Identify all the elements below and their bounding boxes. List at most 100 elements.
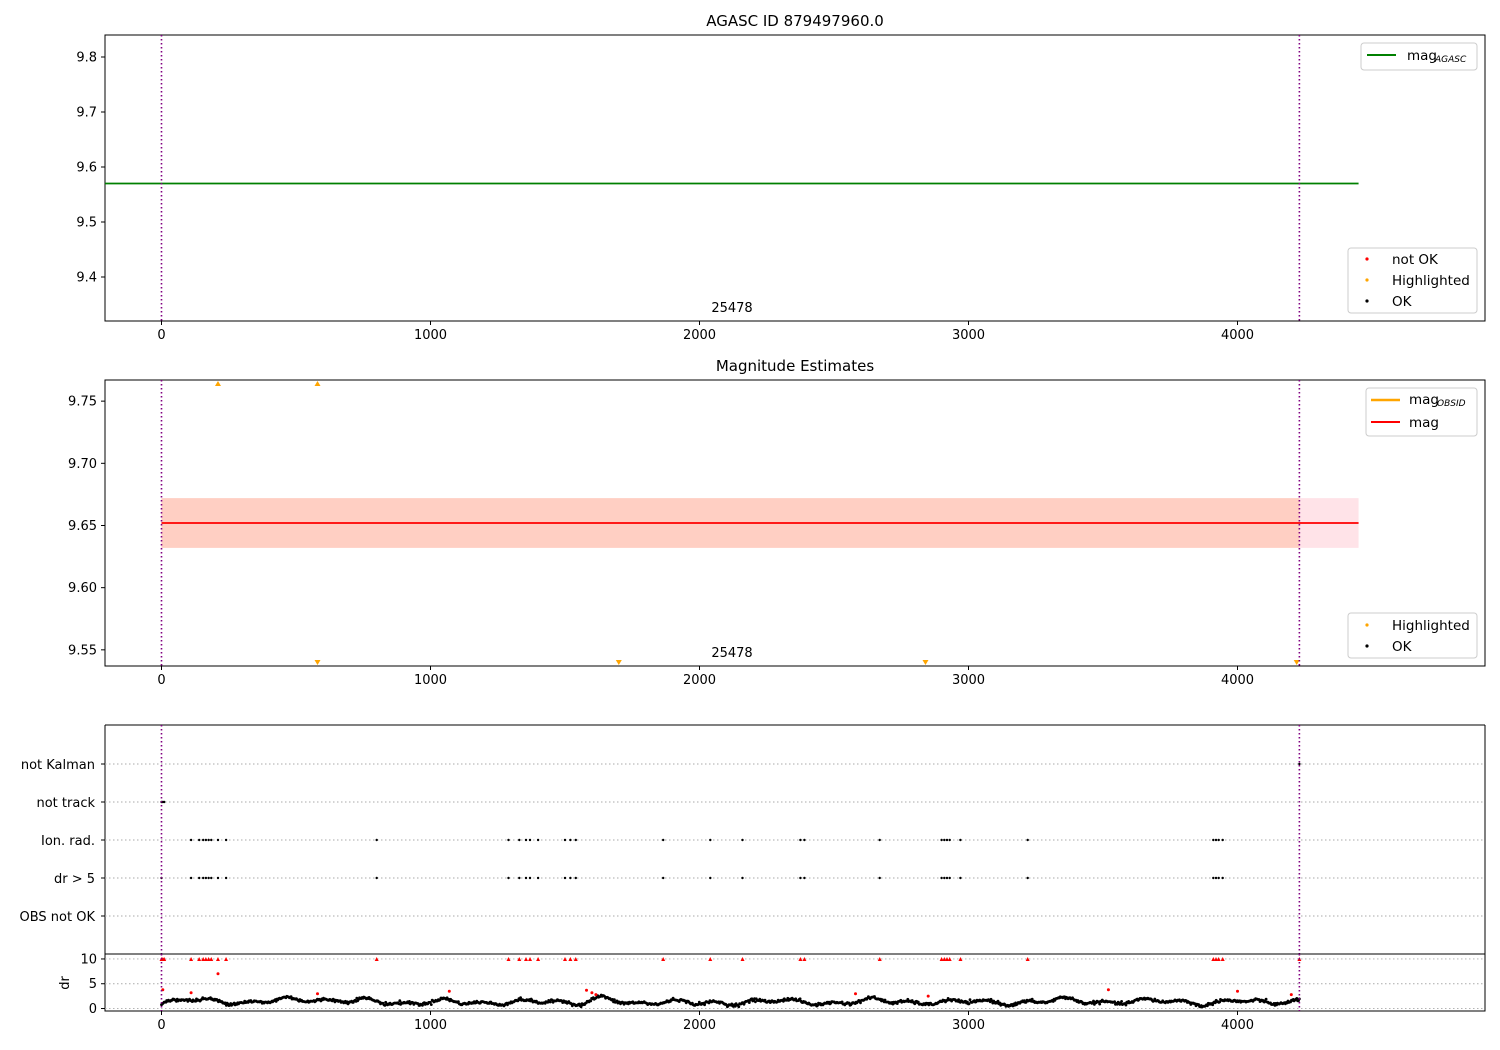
plot2-title: Magnitude Estimates — [716, 357, 874, 375]
flag-marker — [564, 877, 566, 879]
plot1-xtick-label-0: 0 — [157, 328, 165, 343]
flag-marker — [569, 839, 571, 841]
flag-marker — [205, 877, 207, 879]
dr-point — [613, 998, 616, 1001]
flag-marker — [507, 877, 509, 879]
plot2-xtick-label-4: 4000 — [1221, 673, 1254, 688]
flag-marker — [210, 877, 212, 879]
flag-marker — [1215, 839, 1217, 841]
legend-ok: OK — [1392, 294, 1413, 310]
flag-marker — [949, 877, 951, 879]
flag-marker — [709, 877, 711, 879]
flag-marker — [741, 877, 743, 879]
dr-red-clipped-marker — [948, 957, 952, 961]
dr-red-clipped-marker — [528, 957, 532, 961]
flag-marker — [741, 839, 743, 841]
flag-marker — [943, 877, 945, 879]
flag-marker — [569, 877, 571, 879]
dr-axis-label: dr — [58, 976, 73, 990]
flag-marker — [518, 839, 520, 841]
flag-marker — [803, 877, 805, 879]
flag-marker — [207, 839, 209, 841]
plot2-ytick-label-4: 9.75 — [68, 395, 97, 410]
flag-marker — [1027, 877, 1029, 879]
flag-marker — [940, 839, 942, 841]
flag-marker — [198, 839, 200, 841]
dr-red-point — [590, 991, 593, 994]
flag-label-obs-not-ok: OBS not OK — [20, 910, 96, 925]
flag-marker — [803, 839, 805, 841]
plot1-obsid-label: 25478 — [711, 301, 752, 316]
flag-marker — [1218, 877, 1220, 879]
dr-red-clipped-marker — [708, 957, 712, 961]
dr-points — [160, 994, 1301, 1009]
flag-marker — [217, 839, 219, 841]
dr-point — [737, 1005, 740, 1008]
flag-label-dr-gt-5: dr > 5 — [54, 872, 95, 887]
flag-marker — [879, 839, 881, 841]
flag-marker — [1212, 839, 1214, 841]
flag-marker — [943, 839, 945, 841]
flag-marker — [205, 839, 207, 841]
plot2-obsid-label: 25478 — [711, 646, 752, 661]
flag-marker — [190, 877, 192, 879]
mag-agasc-legend-label: mag — [1407, 48, 1437, 64]
flag-marker — [799, 839, 801, 841]
flag-marker — [575, 877, 577, 879]
ok-legend-marker-2 — [1365, 644, 1368, 647]
plot1-ytick-label-4: 9.8 — [76, 51, 97, 66]
flag-marker — [1218, 839, 1220, 841]
plot1-xtick-label-1: 1000 — [414, 328, 447, 343]
flag-marker — [163, 801, 165, 803]
plot1-frame — [105, 35, 1485, 321]
flag-marker — [940, 877, 942, 879]
flag-marker — [202, 839, 204, 841]
plot1-ytick-label-0: 9.4 — [76, 271, 97, 286]
highlighted-legend-marker-2 — [1365, 623, 1368, 626]
flag-label-not-track: not track — [36, 796, 95, 811]
flag-marker — [537, 877, 539, 879]
flag-marker — [1298, 763, 1300, 765]
flag-marker — [1027, 839, 1029, 841]
dr-red-point — [1107, 988, 1110, 991]
flag-marker — [518, 877, 520, 879]
mag-obsid-legend-sub: OBSID — [1437, 399, 1466, 409]
flag-marker — [879, 877, 881, 879]
flag-marker — [225, 877, 227, 879]
plot1-ytick-label-2: 9.6 — [76, 161, 97, 176]
dr-red-clipped-marker — [568, 957, 572, 961]
legend2-highlighted: Highlighted — [1392, 618, 1470, 634]
flag-marker — [959, 839, 961, 841]
flag-marker — [1222, 839, 1224, 841]
plot4-xtick-label-4: 4000 — [1221, 1018, 1254, 1033]
dr-red-clipped-marker — [524, 957, 528, 961]
plot1-ok-points — [0, 104, 1500, 161]
plot2-xtick-label-2: 2000 — [683, 673, 716, 688]
plot4-xtick-label-2: 2000 — [683, 1018, 716, 1033]
plot2-xtick-label-0: 0 — [157, 673, 165, 688]
dr-red-point — [1236, 990, 1239, 993]
plot2-xtick-label-3: 3000 — [952, 673, 985, 688]
plot2-ytick-label-2: 9.65 — [68, 519, 97, 534]
plot4-xtick-label-1: 1000 — [414, 1018, 447, 1033]
flag-marker — [529, 877, 531, 879]
plot2-ytick-label-1: 9.60 — [68, 581, 97, 596]
dr-point — [589, 1000, 592, 1003]
dr-point — [969, 998, 972, 1001]
ok-legend-marker — [1365, 299, 1368, 302]
plot2-legend-bottom: Highlighted OK — [1348, 613, 1477, 658]
plot2-xtick-label-1: 1000 — [414, 673, 447, 688]
plot1-legend-top: mag AGASC — [1361, 43, 1477, 70]
flag-marker — [207, 877, 209, 879]
dr-point — [859, 1001, 862, 1004]
plot2-ytick-label-3: 9.70 — [68, 457, 97, 472]
legend-highlighted: Highlighted — [1392, 273, 1470, 289]
flag-label-ion-rad: Ion. rad. — [41, 834, 95, 849]
flag-marker — [225, 839, 227, 841]
flag-marker — [210, 839, 212, 841]
plot1-title: AGASC ID 879497960.0 — [706, 12, 884, 30]
flag-label-not-kalman: not Kalman — [21, 758, 95, 773]
plot4-ytick-label-0: 0 — [89, 1002, 97, 1017]
legend2-ok: OK — [1392, 639, 1413, 655]
